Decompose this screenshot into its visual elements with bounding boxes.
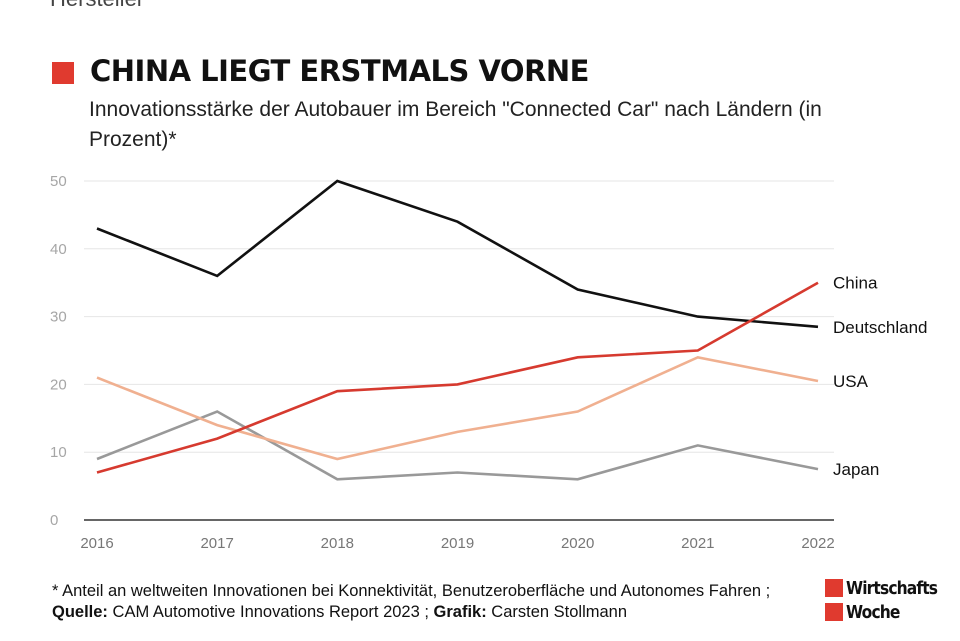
footnote-note: * Anteil an weltweiten Innovationen bei …: [52, 582, 771, 600]
logo-line2: Woche: [846, 601, 900, 623]
title-row: CHINA LIEGT ERSTMALS VORNE: [52, 54, 589, 88]
series-labels: Japan USA Deutschland China: [833, 274, 928, 479]
y-tick-label: 50: [50, 173, 67, 190]
series-label-china: China: [833, 274, 878, 293]
x-tick-label: 2018: [321, 535, 354, 552]
x-tick-label: 2016: [80, 535, 113, 552]
series-line-china: [96, 281, 819, 474]
cropped-heading: Hersteller: [50, 0, 144, 12]
chart-subtitle: Innovationsstärke der Autobauer im Berei…: [89, 98, 822, 151]
logo-line1: Wirtschafts: [846, 577, 938, 599]
series-line-usa: [96, 355, 819, 461]
footnote: * Anteil an weltweiten Innovationen bei …: [52, 581, 822, 623]
x-tick-label: 2022: [801, 535, 834, 552]
title-square-icon: [52, 62, 74, 84]
y-tick-label: 10: [50, 444, 67, 461]
footnote-graphic: Carsten Stollmann: [486, 603, 628, 621]
series-line-japan: [96, 410, 819, 481]
x-tick-label: 2021: [681, 535, 714, 552]
x-tick-label: 2017: [200, 535, 233, 552]
y-tick-label: 20: [50, 376, 67, 393]
x-tick-label: 2020: [561, 535, 594, 552]
y-tick-label: 30: [50, 309, 67, 326]
logo-square-icon: [825, 579, 843, 597]
y-tick-label: 0: [50, 512, 58, 529]
wirtschaftswoche-logo: Wirtschafts Woche: [825, 577, 957, 625]
series-lines: [96, 179, 819, 481]
footnote-source-label: Quelle:: [52, 603, 108, 621]
series-label-deutschland: Deutschland: [833, 318, 928, 337]
series-label-japan: Japan: [833, 460, 879, 479]
series-line-deutschland: [96, 179, 819, 329]
axes: 0 10 20 30 40 50 2016 2017 2018 2019 2020 2021 2022: [50, 173, 835, 552]
logo-square-icon: [825, 603, 843, 621]
footnote-source: CAM Automotive Innovations Report 2023 ;: [107, 603, 434, 621]
x-tick-label: 2019: [441, 535, 474, 552]
series-label-usa: USA: [833, 372, 869, 391]
y-tick-label: 40: [50, 241, 67, 258]
chart-title: CHINA LIEGT ERSTMALS VORNE: [90, 54, 589, 88]
footnote-graphic-label: Grafik:: [433, 603, 487, 621]
